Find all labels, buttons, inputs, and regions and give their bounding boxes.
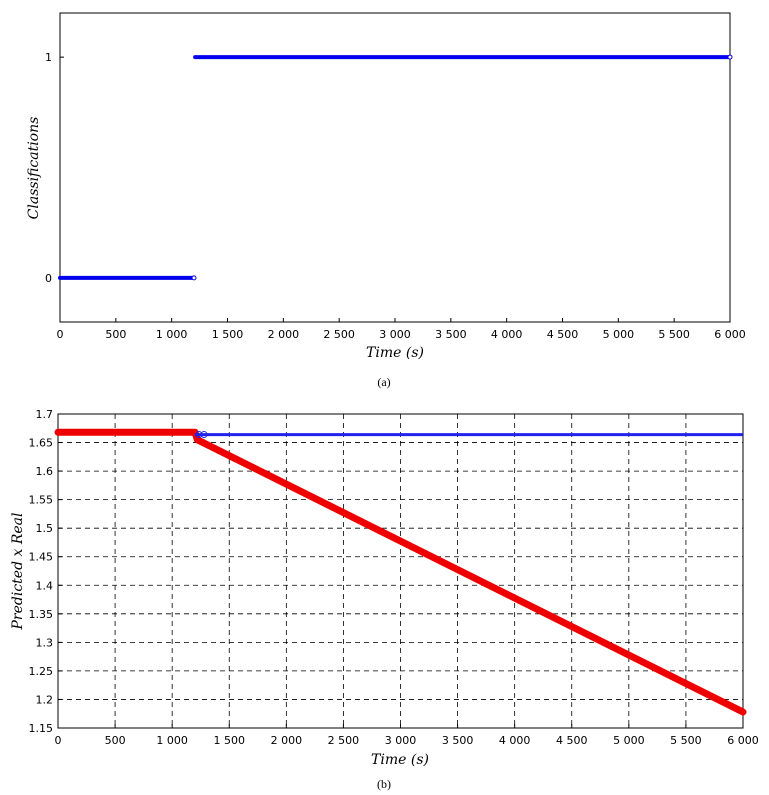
- chart-b-caption: (b): [377, 777, 391, 791]
- chart-b-series-blue-marker: [200, 431, 208, 439]
- chart-b-y-tick-label: 1.35: [29, 608, 54, 621]
- chart-b-y-tick-label: 1.65: [29, 437, 54, 450]
- chart-b-x-tick-label: 5 500: [670, 734, 702, 747]
- chart-b-ticks: 0 500 1 000 1 500 2 000 2 500 3 000 3 500 4 000 4…: [29, 408, 759, 747]
- chart-b-x-tick-label: 3 500: [442, 734, 474, 747]
- chart-b-x-tick-label: 1 000: [156, 734, 188, 747]
- chart-a-caption: (a): [377, 375, 390, 389]
- chart-a-x-tick-label: 3 500: [435, 328, 467, 341]
- chart-a-x-tick-label: 1 500: [212, 328, 244, 341]
- chart-a-y-tick-label: 0: [45, 272, 52, 285]
- chart-b-x-tick-label: 500: [105, 734, 126, 747]
- chart-b-x-tick-label: 4 000: [499, 734, 531, 747]
- chart-a-x-axis-title: Time (s): [366, 345, 424, 361]
- chart-a-x-tick-label: 5 000: [603, 328, 635, 341]
- chart-b-x-tick-label: 0: [55, 734, 62, 747]
- chart-b-y-tick-label: 1.15: [29, 722, 54, 735]
- chart-b-y-tick-label: 1.55: [29, 494, 54, 507]
- chart-b-y-tick-label: 1.25: [29, 665, 54, 678]
- chart-b-x-tick-label: 2 500: [328, 734, 360, 747]
- chart-b-x-tick-label: 1 500: [214, 734, 246, 747]
- chart-b-series-blue-marker: [195, 431, 203, 439]
- chart-b-marks: [54, 428, 747, 716]
- chart-b-y-tick-label: 1.4: [36, 579, 54, 592]
- chart-a-x-tick-label: 3 000: [379, 328, 411, 341]
- chart-b-x-tick-label: 2 000: [271, 734, 303, 747]
- chart-a-x-tick-label: 2 500: [323, 328, 355, 341]
- chart-a-x-tick-label: 6 000: [714, 328, 746, 341]
- chart-b-y-tick-label: 1.5: [36, 522, 54, 535]
- chart-a-x-tick-label: 0: [57, 328, 64, 341]
- chart-b-y-tick-label: 1.2: [36, 693, 54, 706]
- chart-a-x-tick-label: 4 500: [547, 328, 579, 341]
- chart-b-panel: 0 500 1 000 1 500 2 000 2 500 3 000 3 500 4 000 4…: [10, 408, 759, 791]
- chart-b-x-tick-label: 4 500: [556, 734, 588, 747]
- chart-b-y-tick-label: 1.6: [36, 465, 54, 478]
- chart-a-x-tick-label: 4 000: [491, 328, 523, 341]
- chart-a-marks: [58, 54, 733, 281]
- chart-b-y-tick-label: 1.3: [36, 636, 54, 649]
- chart-a-x-tick-label: 2 000: [268, 328, 300, 341]
- chart-b-x-tick-label: 3 000: [385, 734, 417, 747]
- chart-a-ticks: 0 500 1 000 1 500 2 000 2 500 3 000 3 500 4 000 4…: [45, 51, 746, 341]
- chart-b-x-tick-label: 5 000: [613, 734, 645, 747]
- chart-a-segment-end-marker: [727, 54, 733, 60]
- chart-a-segment-end-marker: [191, 275, 197, 281]
- chart-a-x-tick-label: 5 500: [658, 328, 690, 341]
- chart-a-x-tick-label: 500: [105, 328, 126, 341]
- chart-a-plot-frame: [59, 12, 731, 323]
- chart-b-x-axis-title: Time (s): [371, 752, 429, 768]
- chart-b-grid: [58, 414, 743, 728]
- chart-a-y-tick-label: 1: [45, 51, 52, 64]
- chart-b-y-tick-label: 1.45: [29, 551, 54, 564]
- chart-b-y-axis-title: Predicted x Real: [10, 513, 26, 631]
- chart-a-x-tick-label: 1 000: [156, 328, 188, 341]
- chart-b-y-tick-label: 1.7: [36, 408, 54, 421]
- chart-b-x-tick-label: 6 000: [727, 734, 759, 747]
- chart-a-panel: 0 500 1 000 1 500 2 000 2 500 3 000 3 500 4 000 4…: [26, 12, 746, 389]
- chart-a-y-axis-title: Classifications: [26, 117, 42, 220]
